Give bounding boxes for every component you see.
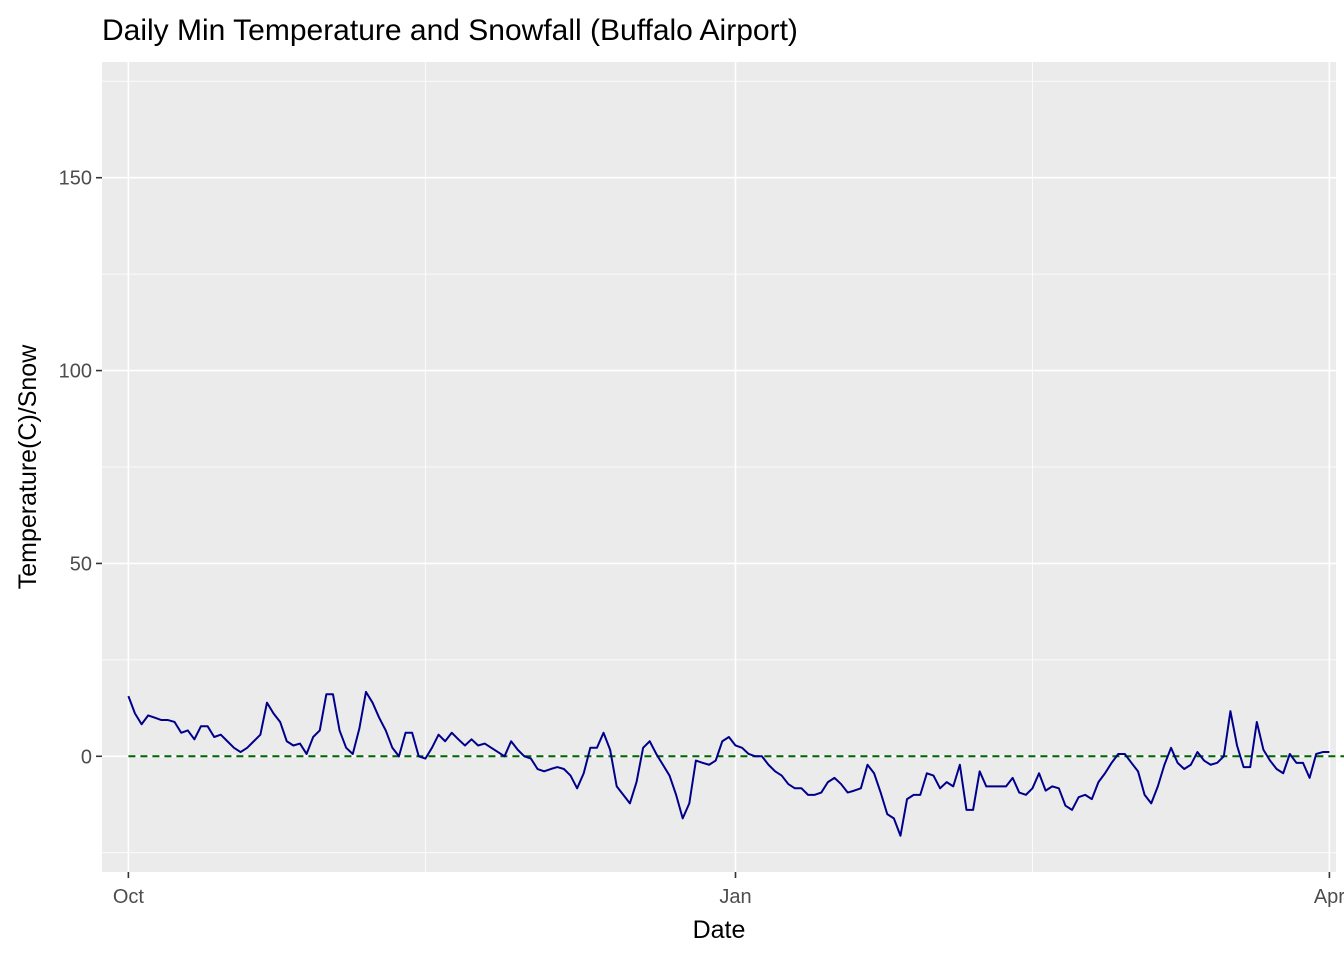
y-tick-label: 150 (59, 168, 92, 190)
chart-title: Daily Min Temperature and Snowfall (Buff… (102, 14, 798, 47)
series-layer (127, 690, 1344, 837)
x-tick-label: Jan (719, 886, 751, 908)
x-axis: Oct Jan Apr (113, 872, 1344, 908)
y-axis: 0 50 100 150 (59, 168, 102, 768)
y-axis-title: Temperature(C)/Snow (14, 344, 42, 589)
gridlines (102, 62, 1336, 872)
y-tick-label: 100 (59, 361, 92, 383)
y-tick-label: 0 (81, 746, 92, 768)
x-axis-title: Date (693, 916, 746, 944)
x-tick-label: Oct (113, 886, 145, 908)
y-tick-label: 50 (70, 553, 92, 575)
min-temperature-line (127, 690, 1330, 837)
x-tick-label: Apr (1314, 886, 1344, 908)
